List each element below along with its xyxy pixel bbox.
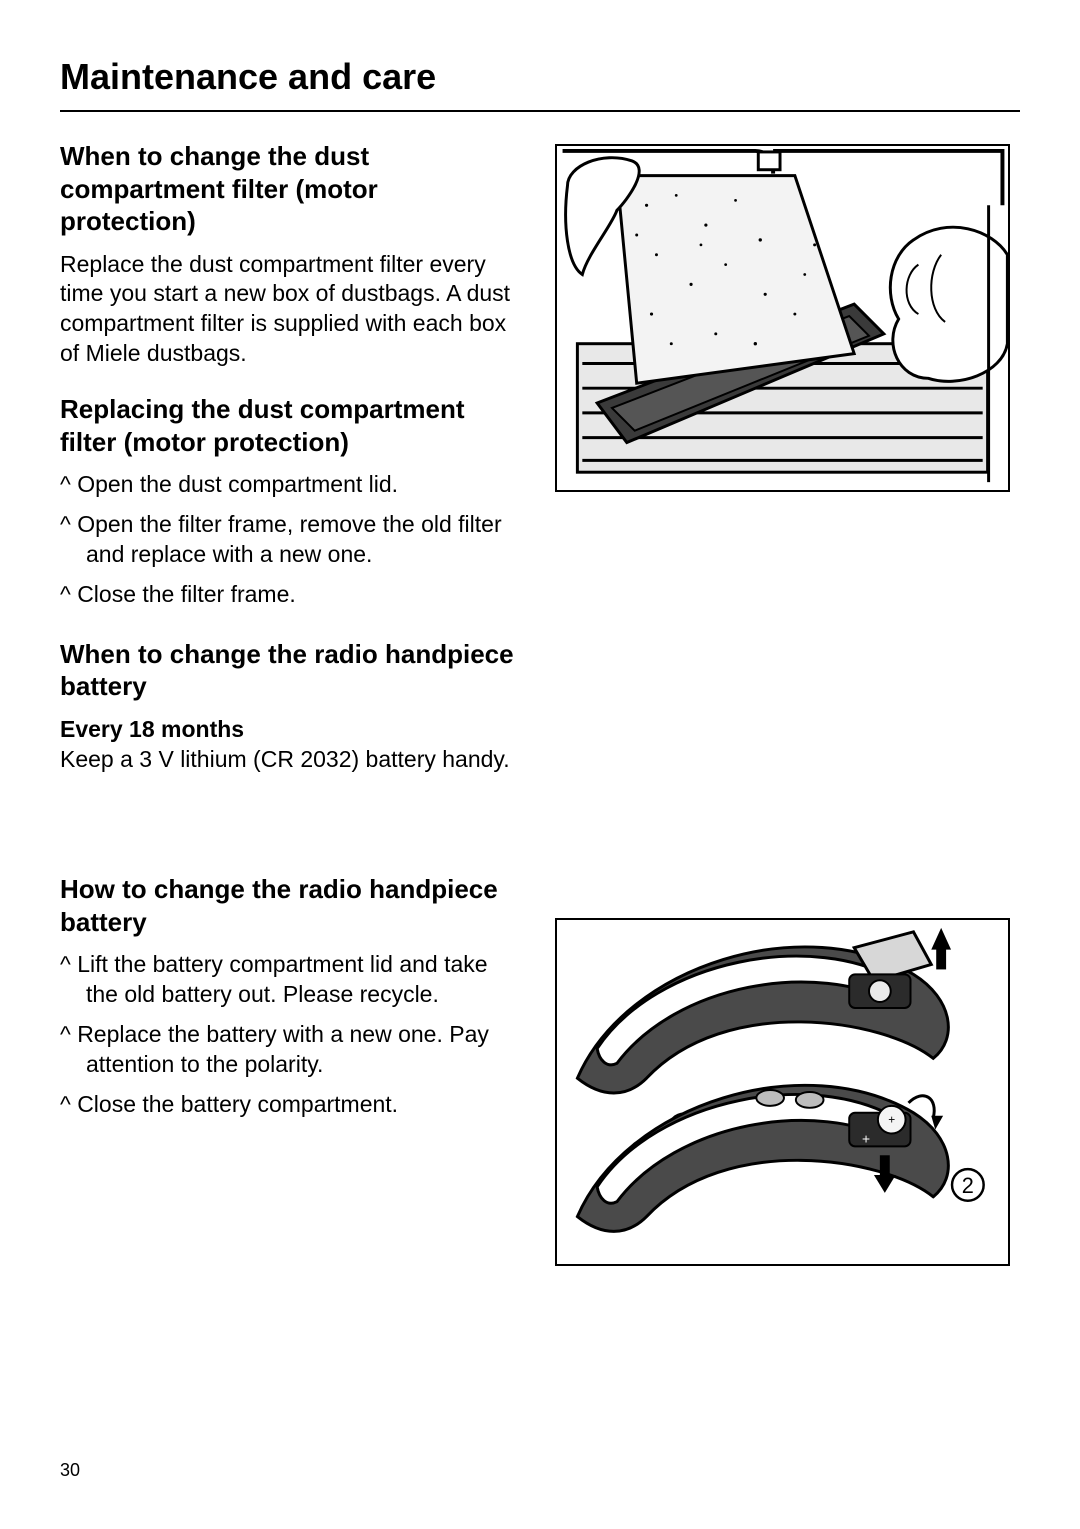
right-column: 1 + +: [555, 140, 1010, 1266]
svg-text:+: +: [888, 1113, 895, 1127]
content-columns: When to change the dust compartment filt…: [60, 140, 1020, 1266]
spacer: [60, 798, 515, 873]
spacer: [555, 492, 1010, 914]
battery-interval-body: Keep a 3 V lithium (CR 2032) battery han…: [60, 746, 510, 772]
page-title: Maintenance and care: [60, 56, 1020, 98]
step-item: Open the dust compartment lid.: [60, 470, 515, 500]
step-item: Close the filter frame.: [60, 580, 515, 610]
body-when-change-battery: Every 18 months Keep a 3 V lithium (CR 2…: [60, 715, 515, 775]
heading-when-change-battery: When to change the radio handpiece batte…: [60, 638, 515, 703]
step-item: Replace the battery with a new one. Pay …: [60, 1020, 515, 1080]
battery-interval-label: Every 18 months: [60, 716, 244, 742]
callout-2: 2: [952, 1169, 984, 1201]
step-item: Open the filter frame, remove the old fi…: [60, 510, 515, 570]
body-when-change-dust-filter: Replace the dust compartment filter ever…: [60, 250, 515, 370]
heading-replacing-dust-filter: Replacing the dust compartment filter (m…: [60, 393, 515, 458]
heading-when-change-dust-filter: When to change the dust compartment filt…: [60, 140, 515, 238]
left-column: When to change the dust compartment filt…: [60, 140, 515, 1266]
illustration-filter-replacement: [555, 144, 1010, 492]
heading-how-change-battery: How to change the radio handpiece batter…: [60, 873, 515, 938]
illustration-battery-replacement: 1 + +: [555, 918, 1010, 1266]
page-number: 30: [60, 1460, 80, 1481]
callout-2-text: 2: [962, 1173, 974, 1198]
title-rule: [60, 110, 1020, 112]
step-item: Lift the battery compartment lid and tak…: [60, 950, 515, 1010]
svg-text:+: +: [862, 1130, 870, 1146]
steps-replacing-dust-filter: Open the dust compartment lid. Open the …: [60, 470, 515, 610]
steps-how-change-battery: Lift the battery compartment lid and tak…: [60, 950, 515, 1119]
step-item: Close the battery compartment.: [60, 1090, 515, 1120]
